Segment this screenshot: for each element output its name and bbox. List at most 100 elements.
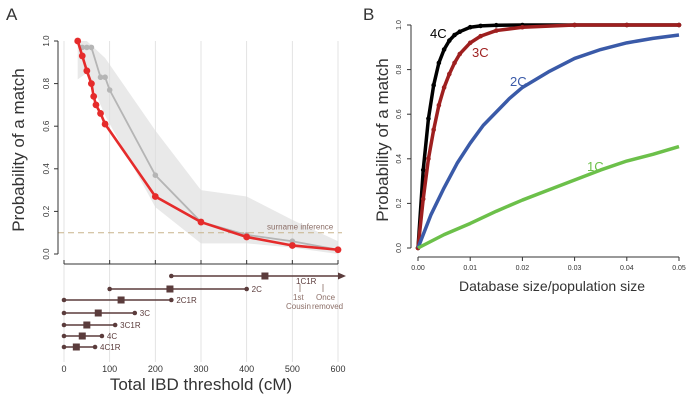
red-point — [197, 218, 205, 226]
annot-once: Once — [316, 293, 336, 302]
relation-end-dot — [244, 286, 249, 292]
panel-b-axes: 0.0 0.2 0.4 0.6 0.8 1.0 0.00 0.01 0.02 0.03 0.04 0.… — [396, 20, 686, 272]
panel-b-y-tick-label: 0.6 — [396, 109, 403, 119]
series-3c-point — [447, 71, 452, 77]
gray-point — [102, 74, 108, 81]
relation-label: 2C1R — [176, 296, 197, 305]
panel-b-label: B — [363, 5, 374, 24]
relation-start-dot — [107, 286, 112, 292]
series-4c-point — [494, 22, 499, 28]
x-tick-label: 600 — [330, 364, 345, 374]
relation-end-dot — [99, 333, 105, 339]
annot-cousin: Cousin — [286, 302, 311, 311]
series-3c-point — [441, 85, 447, 90]
y-tick-label: 0.4 — [42, 163, 51, 175]
surname-inference-line: surname inference — [58, 223, 342, 234]
relation-start-dot — [169, 273, 174, 279]
relation-end-dot — [132, 310, 138, 316]
relation-label: 1C1R — [296, 277, 317, 286]
reference-label: surname inference — [267, 223, 334, 232]
series-3c-point — [420, 196, 426, 202]
panel-b-x-tick-label: 0.01 — [463, 265, 477, 272]
relation-start-dot — [61, 310, 67, 316]
y-tick-label: 0.8 — [42, 77, 51, 89]
x-tick-label: 400 — [239, 364, 254, 374]
red-point — [151, 193, 159, 200]
y-tick-label: 0.2 — [42, 205, 51, 217]
series-3c-point — [467, 40, 473, 46]
series-2c-line — [416, 33, 680, 249]
panel-b-x-tick-label: 0.03 — [568, 265, 582, 272]
red-point — [90, 92, 98, 100]
x-tick-label: 0 — [61, 364, 66, 374]
gray-point — [84, 44, 90, 51]
gray-point — [97, 74, 104, 81]
series-4c-point — [420, 167, 426, 173]
annot-removed: removed — [312, 302, 343, 311]
panel-b-x-label: Database size/population size — [459, 278, 645, 294]
red-point — [97, 110, 104, 117]
relation-label: 3C1R — [120, 321, 141, 330]
series-4c-point — [478, 23, 483, 29]
red-point — [74, 37, 82, 45]
red-point — [243, 233, 251, 241]
series-1c-line — [417, 144, 680, 250]
panel-a-y-axis: 0.0 0.2 0.4 0.6 0.8 1.0 — [42, 35, 59, 260]
series-3c-point — [624, 22, 630, 28]
red-point — [83, 67, 91, 75]
series-4c-label: 4C — [430, 26, 447, 41]
series-3c-point — [436, 102, 442, 108]
panel-b-series: 4C 3C 2C 1C — [415, 22, 682, 251]
panel-b-x-tick-label: 0.04 — [620, 265, 634, 272]
gray-point — [106, 87, 113, 93]
panel-b-x-tick-label: 0.05 — [672, 265, 686, 272]
relation-median-marker — [83, 321, 91, 329]
panel-b-y-tick-label: 0.2 — [396, 198, 403, 208]
relation-range: 2C — [107, 285, 262, 294]
annot-1st: 1st — [293, 293, 304, 302]
relation-end-dot — [92, 344, 98, 350]
series-1c-label: 1C — [587, 159, 604, 174]
series-4c-point — [441, 47, 447, 52]
x-tick-label: 100 — [102, 364, 117, 374]
relation-range: 1C1R — [169, 272, 346, 286]
relation-range: 4C — [61, 332, 117, 341]
vertical-grid — [63, 41, 339, 362]
relation-start-dot — [61, 322, 67, 328]
panel-b-y-tick-label: 0.4 — [396, 154, 403, 164]
red-point — [288, 242, 296, 249]
relation-start-dot — [61, 297, 67, 303]
relation-end-dot — [169, 297, 174, 303]
panel-a-label: A — [6, 5, 18, 24]
series-2c-label: 2C — [510, 74, 527, 89]
relation-end-dot — [112, 322, 118, 328]
panel-b-y-tick-label: 0.8 — [396, 65, 403, 75]
relation-median-marker — [166, 285, 174, 293]
series-3c-point — [431, 127, 436, 133]
relation-range: 3C — [61, 309, 150, 318]
panel-b-x-tick-label: 0.00 — [411, 265, 425, 272]
relation-range: 2C1R — [61, 296, 197, 305]
series-3c-point — [494, 28, 499, 33]
y-tick-label: 1.0 — [42, 35, 51, 47]
relation-median-marker — [117, 296, 125, 304]
x-tick-label: 500 — [285, 364, 300, 374]
series-4c-point — [447, 38, 452, 43]
red-point — [92, 101, 100, 109]
series-3c-point — [426, 156, 431, 162]
relation-annotations: 1st Cousin Once removed — [286, 284, 343, 311]
relation-start-dot — [61, 333, 67, 339]
series-3c-point — [572, 22, 577, 28]
gray-point — [88, 44, 95, 51]
panel-b-x-tick-label: 0.02 — [516, 265, 530, 272]
series-4c-point — [457, 29, 463, 34]
relation-label: 4C — [107, 332, 117, 341]
relation-median-marker — [261, 272, 269, 280]
relation-label: 3C — [140, 309, 150, 318]
red-point — [101, 120, 109, 128]
series-3c-line — [416, 23, 679, 249]
panel-b-y-label: Probability of a match — [373, 58, 392, 221]
relation-median-marker — [94, 309, 102, 317]
